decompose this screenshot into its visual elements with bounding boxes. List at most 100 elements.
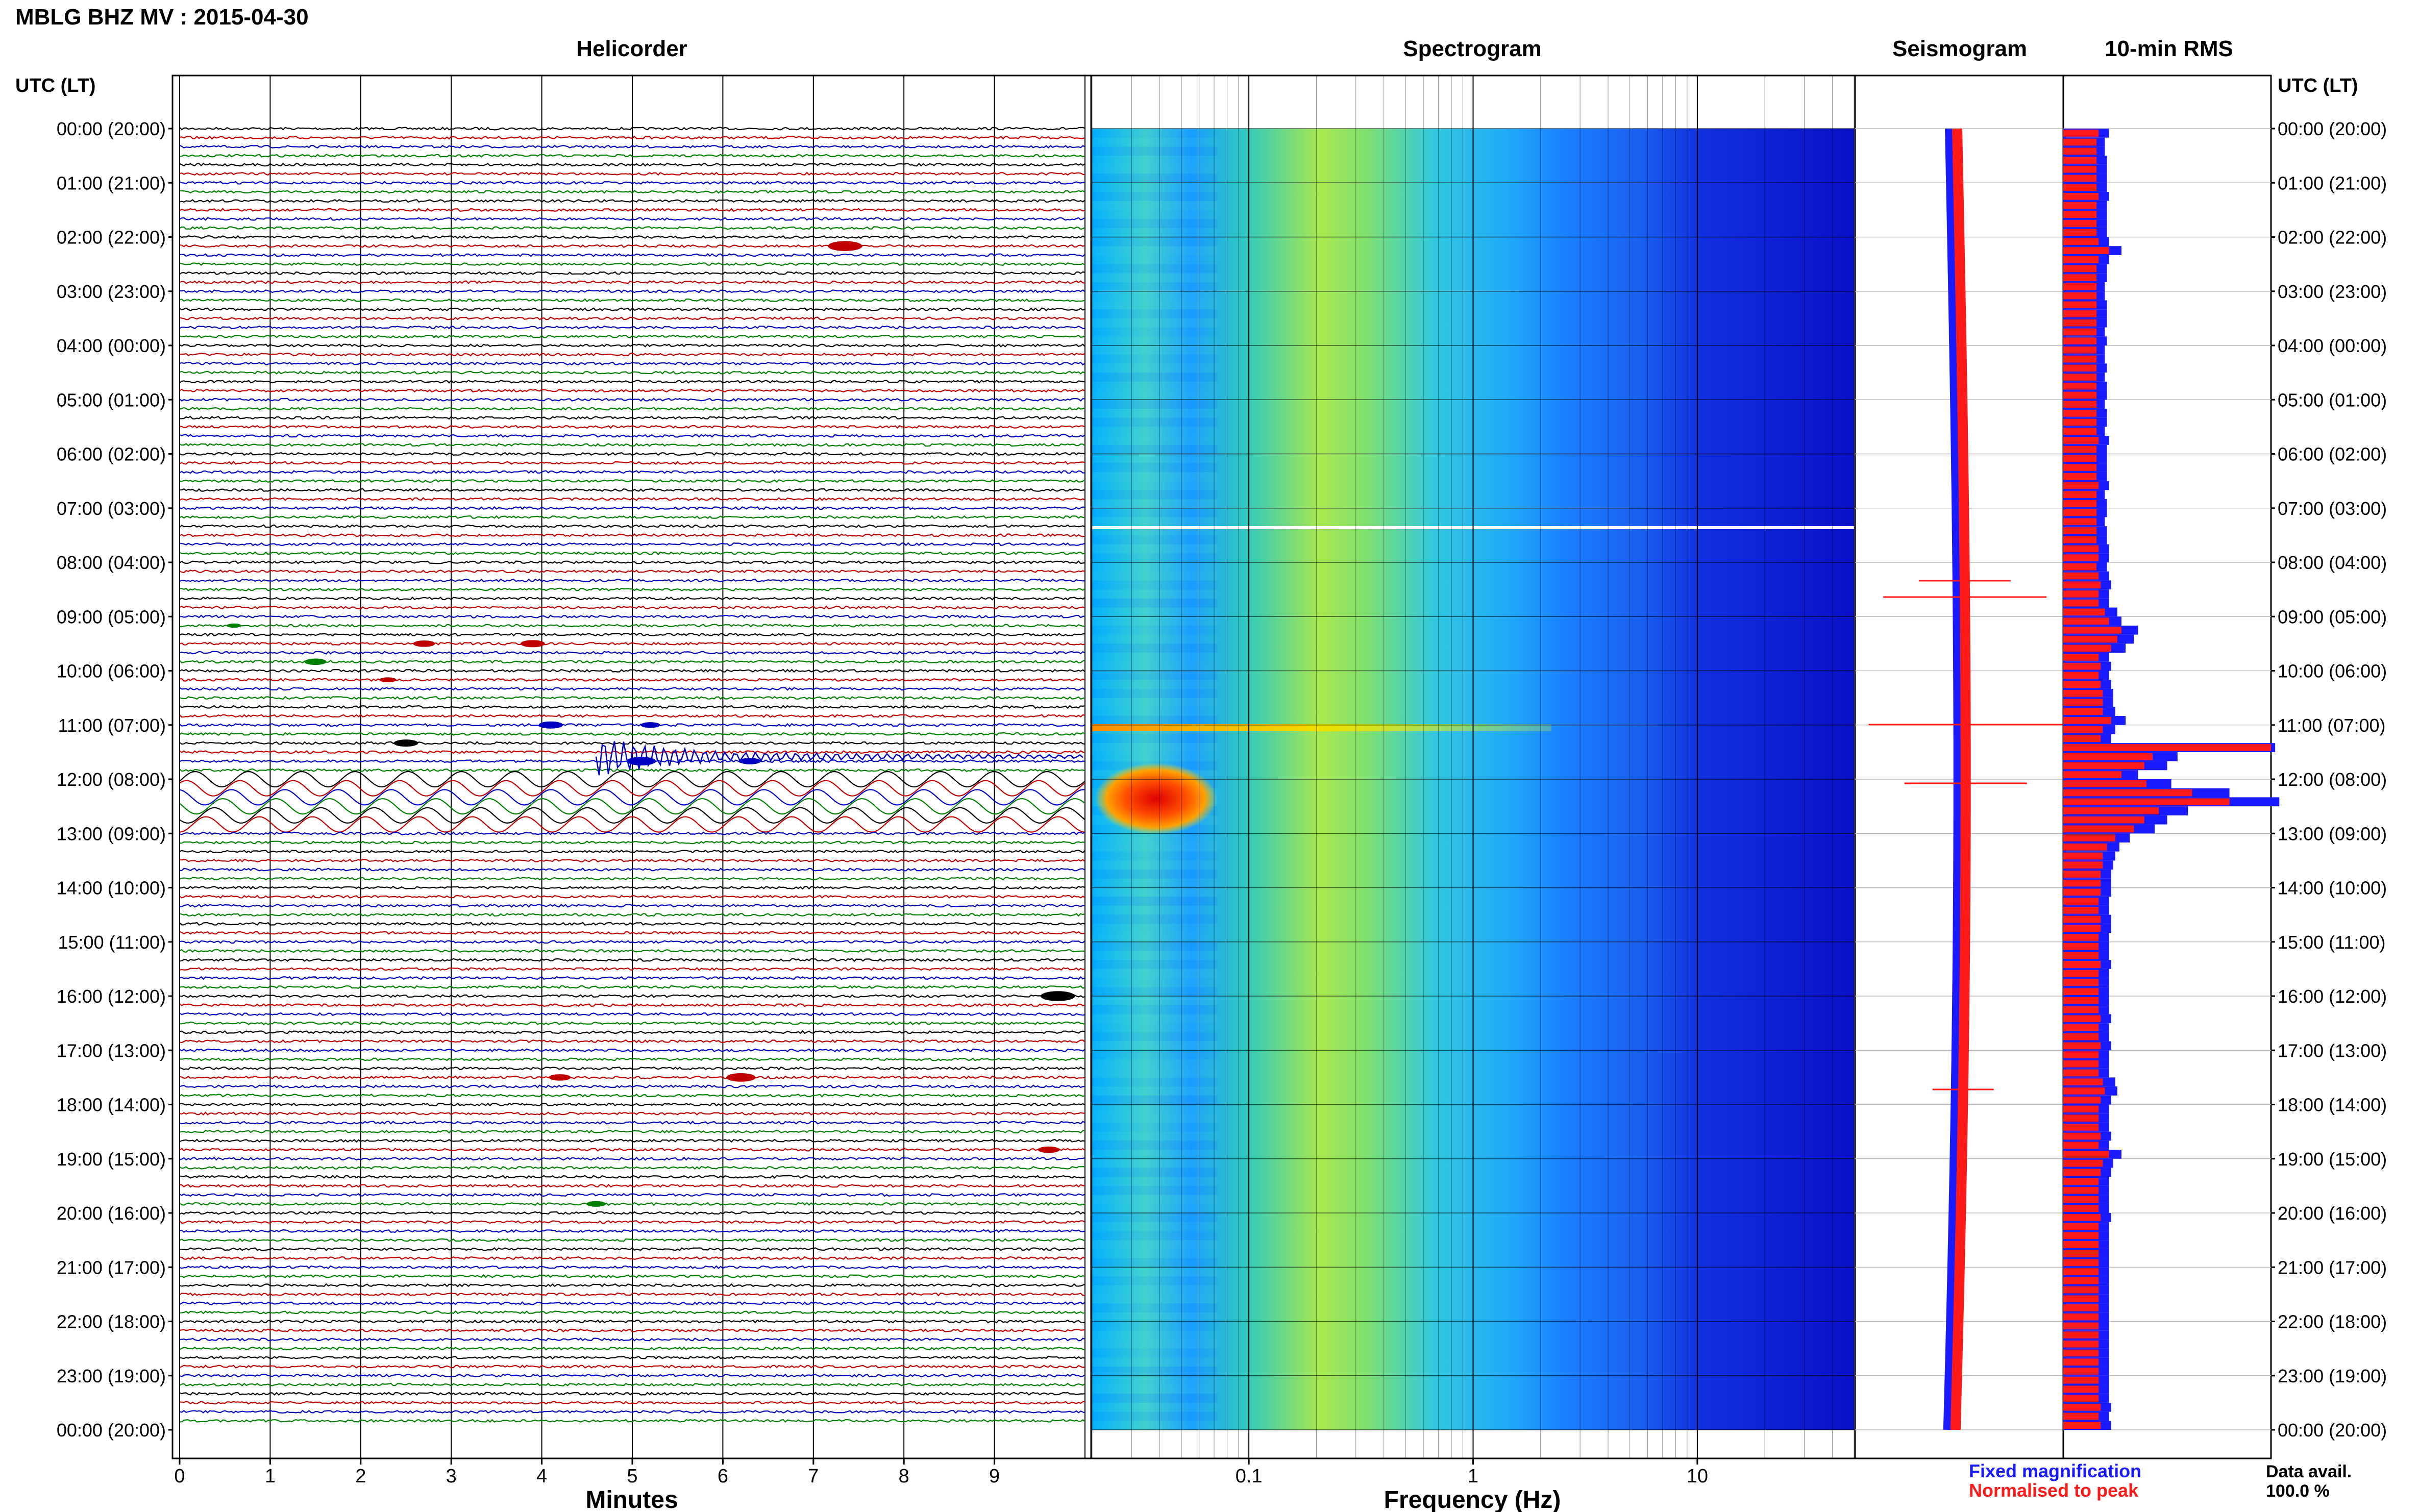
- helicorder-event: [520, 640, 545, 648]
- spectrogram-row: [1092, 336, 1217, 345]
- rms-normalised-bar: [2063, 1078, 2103, 1086]
- rms-title: 10-min RMS: [2105, 36, 2233, 61]
- rms-panel: [2062, 75, 2280, 1459]
- helicorder-trace: [179, 379, 1085, 384]
- helicorder-trace: [179, 515, 1085, 519]
- spectrogram-row: [1092, 210, 1217, 219]
- seismogram-panel: [1854, 75, 2064, 1459]
- rms-normalised-bar: [2063, 599, 2099, 607]
- rms-normalised-bar: [2063, 409, 2097, 417]
- helicorder-trace: [179, 651, 1085, 655]
- helicorder-trace: [179, 343, 1085, 348]
- time-label-left: 08:00 (04:00): [57, 552, 166, 573]
- rms-normalised-bar: [2063, 1123, 2099, 1131]
- spectrogram-row: [1092, 897, 1217, 906]
- spectrogram-row: [1092, 688, 1217, 698]
- spectrogram-row: [1092, 444, 1217, 454]
- helicorder-trace: [179, 1048, 1085, 1053]
- helicorder-trace: [179, 1202, 1085, 1206]
- helicorder-trace: [179, 949, 1085, 953]
- frequency-axis-label: Frequency (Hz): [1384, 1486, 1561, 1512]
- helicorder-trace: [179, 741, 1085, 745]
- helicorder-trace: [180, 1102, 1085, 1107]
- legend-fixed-magnification: Fixed magnification: [1969, 1460, 2141, 1481]
- helicorder-trace: [179, 985, 1085, 989]
- rms-normalised-bar: [2063, 988, 2099, 995]
- rms-normalised-bar: [2063, 247, 2109, 254]
- rms-normalised-bar: [2063, 1286, 2099, 1294]
- spectrogram-row: [1092, 607, 1217, 617]
- rms-normalised-bar: [2063, 256, 2099, 263]
- helicorder-event: [227, 623, 241, 628]
- spectrogram-row: [1092, 228, 1217, 237]
- helicorder-trace: [179, 597, 1085, 601]
- rms-normalised-bar: [2063, 762, 2144, 770]
- spectrogram-row: [1092, 400, 1217, 409]
- helicorder-trace: [179, 127, 1085, 131]
- spectrogram-row: [1092, 996, 1217, 1005]
- spectrogram-hotspot: [1095, 763, 1217, 834]
- rms-normalised-bar: [2063, 455, 2097, 462]
- helicorder-trace: [179, 1292, 1085, 1297]
- minute-tick-label: 5: [627, 1466, 637, 1487]
- rms-normalised-bar: [2063, 1105, 2099, 1113]
- helicorder-trace: [179, 1283, 1085, 1287]
- spectrogram-row: [1092, 1204, 1217, 1213]
- spectrogram-row: [1092, 264, 1217, 274]
- spectrogram-row: [1092, 1375, 1217, 1385]
- time-label-right: 00:00 (20:00): [2278, 118, 2387, 139]
- helicorder-trace: [179, 1337, 1085, 1342]
- rms-normalised-bar: [2063, 1132, 2101, 1140]
- spectrogram-row: [1092, 905, 1217, 915]
- spectrogram-title: Spectrogram: [1403, 36, 1541, 61]
- spectrogram-row: [1092, 1294, 1217, 1304]
- spectrogram-row: [1092, 1394, 1217, 1403]
- helicorder-trace: [179, 624, 1085, 628]
- spectrogram-row: [1092, 987, 1217, 996]
- rms-normalised-bar: [2063, 401, 2097, 408]
- helicorder-trace: [179, 551, 1085, 556]
- rms-normalised-bar: [2063, 1340, 2099, 1348]
- helicorder-trace: [179, 967, 1085, 971]
- helicorder-trace: [179, 298, 1085, 303]
- helicorder-trace: [179, 488, 1085, 492]
- time-label-left: 05:00 (01:00): [57, 389, 166, 410]
- rms-normalised-bar: [2063, 1196, 2099, 1203]
- spectrogram-row: [1092, 1195, 1217, 1204]
- time-label-right: 00:00 (20:00): [2278, 1420, 2387, 1441]
- rms-normalised-bar: [2063, 482, 2099, 489]
- helicorder-trace: [179, 190, 1085, 194]
- rms-normalised-bar: [2063, 473, 2097, 480]
- rms-normalised-bar: [2063, 545, 2099, 553]
- rms-normalised-bar: [2063, 825, 2134, 833]
- helicorder-trace: [179, 144, 1085, 149]
- time-label-right: 09:00 (05:00): [2278, 606, 2387, 627]
- helicorder-event: [739, 758, 761, 764]
- spectrogram-row: [1092, 870, 1217, 879]
- helicorder-earthquake: [595, 741, 1083, 776]
- time-label-right: 08:00 (04:00): [2278, 552, 2387, 573]
- time-label-right: 21:00 (17:00): [2278, 1257, 2387, 1278]
- spectrogram-row: [1092, 960, 1217, 969]
- helicorder-event: [586, 1201, 606, 1207]
- helicorder-trace: [179, 479, 1085, 483]
- helicorder-trace: [179, 316, 1085, 320]
- rms-normalised-bar: [2063, 301, 2097, 309]
- time-label-right: 17:00 (13:00): [2278, 1040, 2387, 1061]
- helicorder-trace: [179, 1382, 1085, 1387]
- spectrogram-panel: [1090, 75, 1856, 1459]
- helicorder-trace: [179, 1111, 1085, 1116]
- helicorder-trace: [179, 922, 1085, 926]
- rms-normalised-bar: [2063, 274, 2097, 282]
- spectrogram-row: [1092, 1402, 1217, 1412]
- spectrogram-row: [1092, 354, 1217, 364]
- rms-normalised-bar: [2063, 464, 2097, 471]
- time-label-left: 18:00 (14:00): [57, 1095, 166, 1116]
- spectrogram-row: [1092, 734, 1217, 743]
- spectrogram-row: [1092, 390, 1217, 400]
- rms-normalised-bar: [2063, 1395, 2099, 1402]
- helicorder-trace: [179, 280, 1085, 284]
- rms-normalised-bar: [2063, 1268, 2099, 1275]
- time-label-right: 07:00 (03:00): [2278, 498, 2387, 519]
- helicorder-trace: [179, 1120, 1085, 1125]
